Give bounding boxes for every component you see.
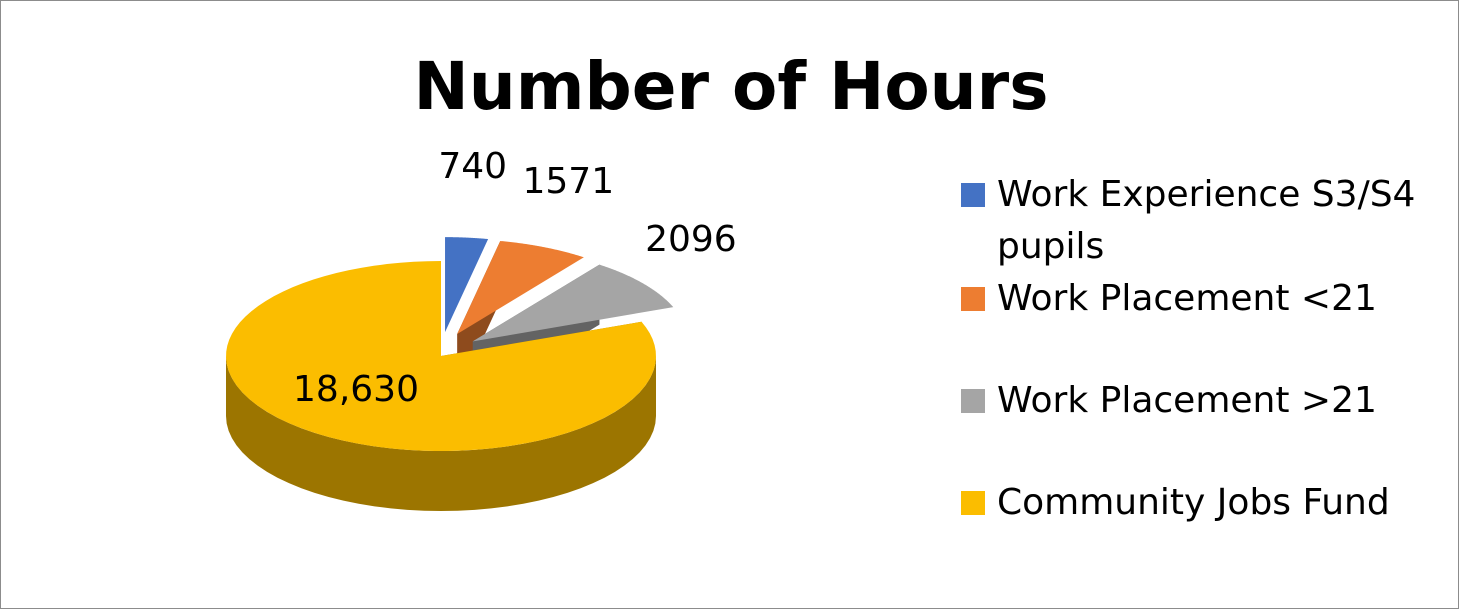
slice xyxy=(226,261,656,451)
legend-swatch xyxy=(961,287,985,311)
data-label: 1571 xyxy=(523,161,615,202)
legend-item: Work Placement >21 xyxy=(961,375,1431,427)
slice-side xyxy=(226,356,656,511)
data-label: 18,630 xyxy=(293,369,419,410)
legend-swatch xyxy=(961,183,985,207)
legend-label: Community Jobs Fund xyxy=(997,482,1390,523)
legend-swatch xyxy=(961,389,985,413)
data-label: 740 xyxy=(438,146,507,187)
legend-item: Work Experience S3/S4 pupils xyxy=(961,169,1431,273)
slice xyxy=(457,240,584,335)
legend-label: Work Experience S3/S4 pupils xyxy=(997,174,1416,267)
legend-label: Work Placement <21 xyxy=(997,278,1377,319)
data-label: 2096 xyxy=(645,219,737,260)
legend-item: Work Placement <21 xyxy=(961,273,1431,325)
slice xyxy=(445,237,489,333)
legend-label: Work Placement >21 xyxy=(997,380,1377,421)
slice-tops xyxy=(226,237,674,451)
legend-item: Community Jobs Fund xyxy=(961,477,1431,529)
chart-title: Number of Hours xyxy=(414,48,1049,125)
slice xyxy=(472,264,674,342)
legend-swatch xyxy=(961,491,985,515)
